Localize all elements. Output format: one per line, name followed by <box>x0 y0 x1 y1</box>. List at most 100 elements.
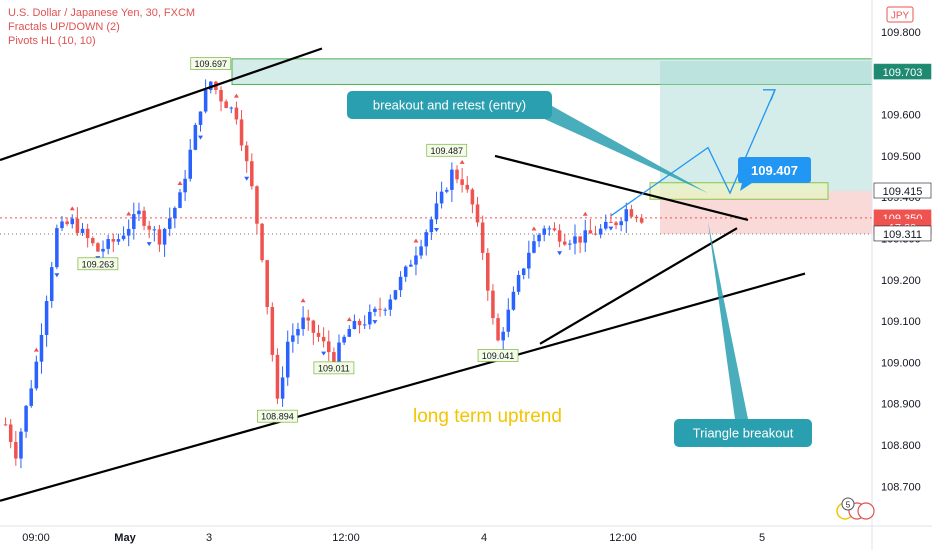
fractal-down-marker <box>557 251 563 256</box>
candle-body <box>419 246 423 256</box>
event-count-badge[interactable] <box>841 497 855 511</box>
candle-body <box>414 255 418 265</box>
price-tag-text: 109.703 <box>883 67 923 79</box>
projection-path <box>610 89 776 217</box>
candle-body <box>332 352 336 364</box>
candle-body <box>378 308 382 310</box>
target-price-box[interactable] <box>738 157 811 183</box>
candle-body <box>429 219 434 233</box>
candle-body <box>552 228 557 231</box>
candle-body <box>255 186 259 224</box>
candle-body <box>260 223 264 261</box>
pivot-label-box <box>257 409 298 423</box>
candle-body <box>239 119 244 146</box>
candle-body <box>521 268 526 275</box>
candle-body <box>80 228 85 233</box>
candle-body <box>24 405 28 432</box>
triangle-lower-line <box>539 227 738 345</box>
candle-body <box>188 149 193 179</box>
candle-body <box>480 222 485 253</box>
candle-body <box>301 317 305 330</box>
candle-body <box>455 169 459 180</box>
candle-body <box>132 214 136 229</box>
fractal-up-marker <box>413 238 419 243</box>
candle-body <box>614 222 618 226</box>
candle-body <box>70 218 75 225</box>
pivot-label: 109.263 <box>77 257 119 271</box>
candle-body <box>326 341 331 353</box>
candle-body <box>527 252 531 269</box>
candle-body <box>486 252 490 291</box>
currency-badge: JPY <box>886 6 914 23</box>
candle-body <box>49 267 54 302</box>
candle-body <box>96 243 100 252</box>
resistance-zone <box>231 58 873 85</box>
fractal-up-marker <box>126 211 132 216</box>
candle-body <box>60 221 64 229</box>
pivot-label-text: 109.041 <box>482 351 515 361</box>
candle-body <box>19 431 23 459</box>
pivots-indicator-label[interactable]: Pivots HL (10, 10) <box>8 35 96 47</box>
entry-callout-box[interactable] <box>347 91 552 119</box>
price-tick-label: 108.700 <box>881 481 921 493</box>
candle-body <box>137 210 141 215</box>
price-tick-label: 108.800 <box>881 440 921 452</box>
triangle-callout-pointer <box>708 221 748 419</box>
time-tick-label: 12:00 <box>609 532 637 544</box>
candle-body <box>629 209 634 217</box>
fractal-markers <box>33 93 614 360</box>
currency-badge-box[interactable] <box>886 6 914 23</box>
candle-body <box>224 101 228 109</box>
symbol-title[interactable]: U.S. Dollar / Japanese Yen, 30, FXCM <box>8 7 196 19</box>
currency-badge-text: JPY <box>891 11 910 22</box>
candle-body <box>321 336 326 342</box>
candle-body <box>460 179 464 185</box>
candle-body <box>291 335 295 342</box>
candle-body <box>537 234 541 242</box>
candle-body <box>393 290 398 300</box>
candle-body <box>444 189 449 192</box>
candle-body <box>573 236 577 244</box>
candle-body <box>44 301 49 335</box>
candle-body <box>557 230 562 242</box>
price-tick-label: 109.600 <box>881 110 921 122</box>
candle-body <box>542 228 546 235</box>
candle-body <box>352 320 357 330</box>
pivot-label-text: 109.697 <box>194 59 227 69</box>
candle-body <box>357 320 362 326</box>
price-tick-label: 109.100 <box>881 316 921 328</box>
fractal-up-marker <box>300 298 306 303</box>
candle-body <box>280 377 285 399</box>
candle-body <box>491 290 495 319</box>
price-tag <box>873 182 932 199</box>
candle-body <box>219 89 223 102</box>
candle-body <box>55 228 59 268</box>
chart-legend: U.S. Dollar / Japanese Yen, 30, FXCM Fra… <box>8 6 195 48</box>
price-tick-label: 109.500 <box>881 151 921 163</box>
candle-body <box>142 210 146 226</box>
fractals-indicator-label[interactable]: Fractals UP/DOWN (2) <box>8 21 120 33</box>
candle-body <box>209 81 213 90</box>
candle-body <box>496 318 500 341</box>
candle-body <box>593 233 598 235</box>
candle-body <box>409 264 413 267</box>
price-tick-label: 108.900 <box>881 399 921 411</box>
candle-body <box>147 225 151 230</box>
candle-body <box>609 221 613 223</box>
candle-body <box>270 307 275 355</box>
target-price-callout: 109.407 <box>738 157 811 191</box>
fractal-up-marker <box>33 347 39 352</box>
event-badge-icon[interactable] <box>857 502 875 520</box>
fractal-up-marker <box>233 93 239 98</box>
candle-body <box>250 161 254 187</box>
target-price-pointer <box>740 183 752 191</box>
candle-body <box>604 221 608 229</box>
triangle-callout-box[interactable] <box>674 419 812 447</box>
fractal-up-marker <box>69 206 75 211</box>
candle-body <box>342 336 346 343</box>
candle-body <box>511 291 516 310</box>
price-tick-label: 109.200 <box>881 275 921 287</box>
fractal-up-marker <box>346 317 352 322</box>
